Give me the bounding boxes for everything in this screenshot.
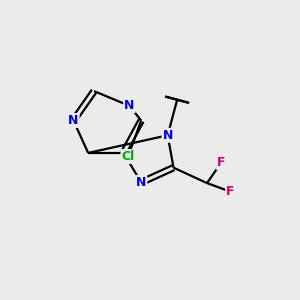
Text: N: N <box>163 129 173 142</box>
Text: N: N <box>68 114 79 127</box>
Text: Cl: Cl <box>122 150 135 163</box>
Text: N: N <box>124 99 135 112</box>
Text: F: F <box>226 185 235 198</box>
Text: N: N <box>136 176 146 189</box>
Text: F: F <box>217 156 226 169</box>
